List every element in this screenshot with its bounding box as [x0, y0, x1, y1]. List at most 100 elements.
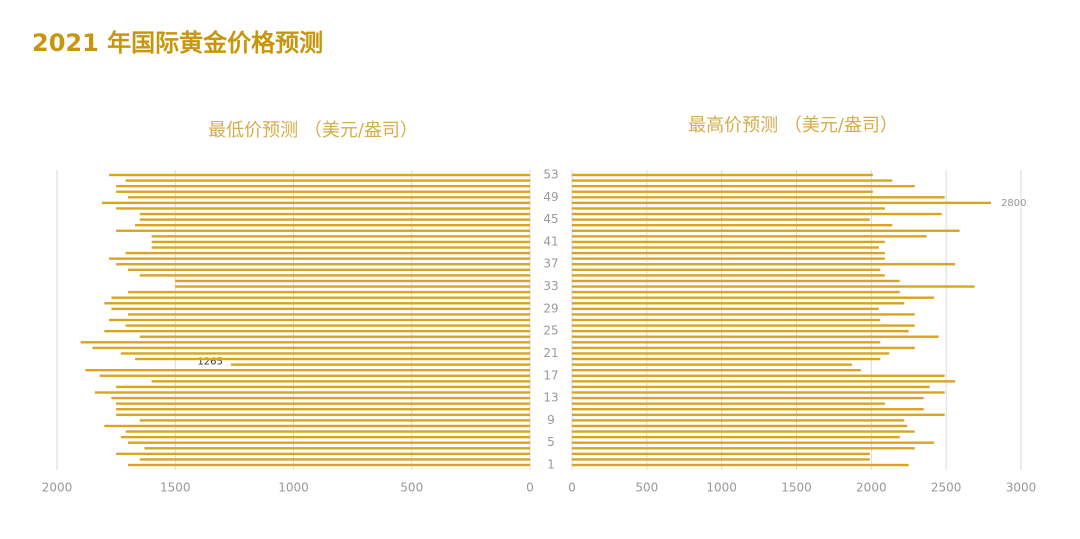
bar [116, 263, 530, 266]
bar [135, 357, 531, 361]
bar [139, 218, 530, 221]
bar [109, 257, 530, 260]
bar [572, 368, 861, 372]
x-tick-label: 1500 [781, 481, 812, 495]
bar [104, 302, 531, 305]
bar [116, 184, 530, 188]
bar [572, 396, 924, 400]
bar [104, 329, 531, 333]
x-tick-label: 500 [400, 481, 423, 495]
category-label: 37 [543, 257, 558, 271]
bar [116, 452, 530, 456]
bar [572, 274, 885, 277]
category-label: 29 [543, 301, 558, 315]
bar [127, 268, 530, 272]
bar [572, 268, 881, 272]
category-label: 49 [543, 190, 558, 204]
x-tick-label: 1000 [278, 481, 309, 495]
bar [127, 441, 530, 444]
category-label: 41 [543, 234, 558, 248]
bar [572, 374, 945, 377]
bar [572, 179, 893, 182]
bar [92, 346, 530, 350]
bar [99, 374, 530, 377]
bar [127, 463, 530, 467]
bar [230, 363, 530, 366]
bar [572, 430, 915, 433]
category-label: 45 [543, 212, 558, 226]
bar [139, 419, 530, 422]
bar [139, 458, 530, 461]
bar [572, 408, 924, 411]
bar [572, 279, 900, 283]
bar [572, 452, 870, 456]
category-label: 25 [543, 324, 558, 338]
bar [572, 240, 885, 244]
bar [572, 441, 935, 444]
bar [116, 402, 530, 405]
bar [135, 223, 531, 227]
bar [116, 385, 530, 389]
bar [572, 341, 881, 344]
category-label: 13 [543, 391, 558, 405]
page-title: 2021 年国际黄金价格预测 [32, 29, 323, 57]
bar [572, 296, 935, 299]
value-label: 2800 [1001, 198, 1026, 209]
bar [111, 396, 531, 400]
bar [572, 385, 930, 389]
bar [572, 173, 873, 177]
bar [572, 424, 908, 428]
bar [572, 207, 885, 210]
bar [127, 196, 530, 199]
bar [572, 235, 927, 238]
bar [572, 419, 905, 422]
bar [175, 279, 530, 283]
bar [572, 380, 956, 383]
bar [572, 435, 900, 439]
bar [139, 335, 530, 338]
x-tick-label: 2500 [931, 481, 962, 495]
bar [125, 430, 531, 433]
bar [572, 263, 956, 266]
bar [572, 246, 879, 249]
bar [572, 357, 881, 361]
bar [572, 458, 870, 461]
bar [94, 391, 530, 394]
bar [572, 190, 873, 193]
bar [125, 179, 531, 182]
bar [109, 173, 530, 177]
bar [572, 402, 885, 405]
chart-title: 最高价预测 （美元/盎司） [688, 115, 898, 136]
bar [572, 201, 992, 205]
bar [111, 296, 531, 299]
bar [572, 413, 945, 417]
bar [572, 318, 881, 322]
bar [116, 413, 530, 417]
bar [572, 307, 879, 311]
x-tick-label: 1500 [160, 481, 191, 495]
category-label: 33 [543, 279, 558, 293]
bar [572, 290, 900, 294]
bar [572, 363, 852, 366]
x-tick-label: 0 [526, 481, 534, 495]
bar [120, 435, 530, 439]
bar [572, 184, 915, 188]
chart-title: 最低价预测 （美元/盎司） [208, 120, 418, 141]
bar [151, 380, 530, 383]
bar [139, 212, 530, 216]
category-label: 1 [547, 458, 555, 472]
bar [101, 201, 530, 205]
bar [572, 352, 890, 355]
bar [572, 463, 909, 467]
bar [572, 329, 909, 333]
bar [572, 229, 960, 232]
bar [572, 346, 915, 350]
bar [80, 341, 531, 344]
bar [572, 313, 915, 316]
bar [572, 218, 870, 221]
bar [125, 251, 531, 255]
x-tick-label: 0 [568, 481, 576, 495]
category-label: 21 [543, 346, 558, 360]
bar [572, 196, 945, 199]
